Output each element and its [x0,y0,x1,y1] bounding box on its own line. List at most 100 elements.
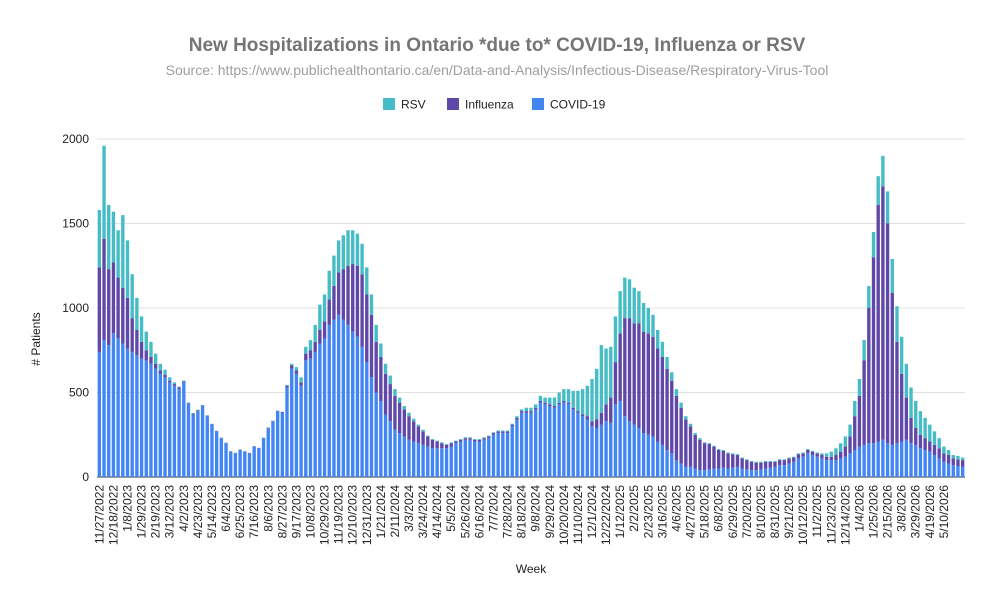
bar-rsv [454,440,458,442]
bar-rsv [379,343,383,358]
bar-covid-19 [702,470,707,477]
bar-covid-19 [829,460,833,477]
bar-covid-19 [473,441,477,477]
bar-covid-19 [482,439,486,477]
bar-rsv [135,297,139,330]
bar-influenza [304,353,308,361]
bar-covid-19 [937,458,941,477]
bar-influenza [473,439,477,442]
bar-rsv [904,363,909,398]
bar-influenza [566,402,571,405]
bar-influenza [285,385,289,388]
bar-covid-19 [496,433,500,477]
bar-covid-19 [646,434,650,477]
bar-influenza [815,453,819,457]
bar-covid-19 [463,439,467,477]
bar-covid-19 [529,412,533,477]
x-tick-label: 1/21/2024 [374,485,388,539]
x-tick-label: 10/8/2023 [303,485,317,539]
bar-influenza [125,297,130,349]
bar-covid-19 [815,456,819,477]
bar-covid-19 [440,448,444,477]
bar-influenza [655,348,660,442]
x-tick-label: 9/17/2023 [289,485,303,539]
legend-swatch-influenza [447,98,459,110]
bar-covid-19 [135,355,139,477]
x-tick-label: 3/8/2026 [895,485,909,532]
bar-covid-19 [824,460,829,477]
bar-influenza [637,323,641,428]
legend-label-rsv: RSV [401,98,426,112]
bar-influenza [393,395,397,430]
bar-rsv [707,443,711,445]
bar-rsv [702,442,707,444]
bar-influenza [641,331,646,434]
bar-rsv [435,440,439,442]
bar-covid-19 [107,345,111,477]
bar-covid-19 [454,443,458,477]
x-tick-label: 4/14/2024 [430,485,444,539]
bar-influenza [510,424,514,427]
bar-covid-19 [580,416,585,477]
bar-rsv [397,397,402,403]
bar-influenza [627,318,632,422]
bar-influenza [843,446,848,457]
bar-covid-19 [233,453,238,477]
bar-rsv [107,204,111,270]
bar-rsv [510,423,514,425]
x-tick-label: 1/4/2026 [852,485,866,532]
bar-influenza [914,427,918,445]
bar-influenza [496,431,500,434]
bar-influenza [346,265,350,325]
bar-influenza [458,439,463,442]
bar-covid-19 [595,427,599,477]
bar-covid-19 [735,466,740,477]
bar-covid-19 [491,434,496,477]
bar-rsv [782,459,787,461]
x-tick-label: 8/18/2024 [515,485,529,539]
bar-covid-19 [956,466,960,477]
x-tick-label: 9/29/2024 [543,485,557,539]
bar-influenza [618,333,622,401]
bar-rsv [946,449,951,456]
bar-covid-19 [923,449,927,477]
bar-influenza [834,455,838,461]
bar-covid-19 [285,387,289,477]
bar-influenza [477,439,482,442]
bar-influenza [111,262,116,334]
bar-influenza [684,419,688,467]
y-tick-label: 2000 [62,132,89,146]
bar-covid-19 [604,421,608,477]
bar-influenza [792,457,796,462]
bar-rsv [421,429,425,432]
bar-rsv [186,402,191,404]
bar-covid-19 [674,460,679,477]
bar-covid-19 [660,444,665,477]
bar-influenza [909,417,913,444]
bar-covid-19 [857,446,862,477]
x-tick-label: 5/5/2024 [444,485,458,532]
bar-influenza [543,402,547,405]
bar-rsv [815,452,819,454]
bar-rsv [346,230,350,266]
bar-rsv [496,430,500,432]
bar-influenza [702,443,707,471]
bar-covid-19 [168,382,172,477]
y-axis-label: # Patients [29,312,43,365]
bar-influenza [538,400,543,403]
bar-rsv [153,353,158,364]
bar-rsv [838,443,843,452]
bar-rsv [360,243,364,275]
x-tick-label: 4/27/2025 [684,485,698,539]
bar-covid-19 [655,441,660,477]
x-tick-label: 2/11/2024 [388,485,402,538]
bar-rsv [487,435,491,437]
bar-covid-19 [585,419,589,477]
bar-influenza [172,384,177,386]
bar-covid-19 [806,453,810,477]
bar-influenza [294,370,299,374]
bar-rsv [149,341,153,358]
bar-covid-19 [477,441,482,477]
bar-covid-19 [693,468,697,477]
x-tick-label: 1/25/2026 [867,485,881,539]
